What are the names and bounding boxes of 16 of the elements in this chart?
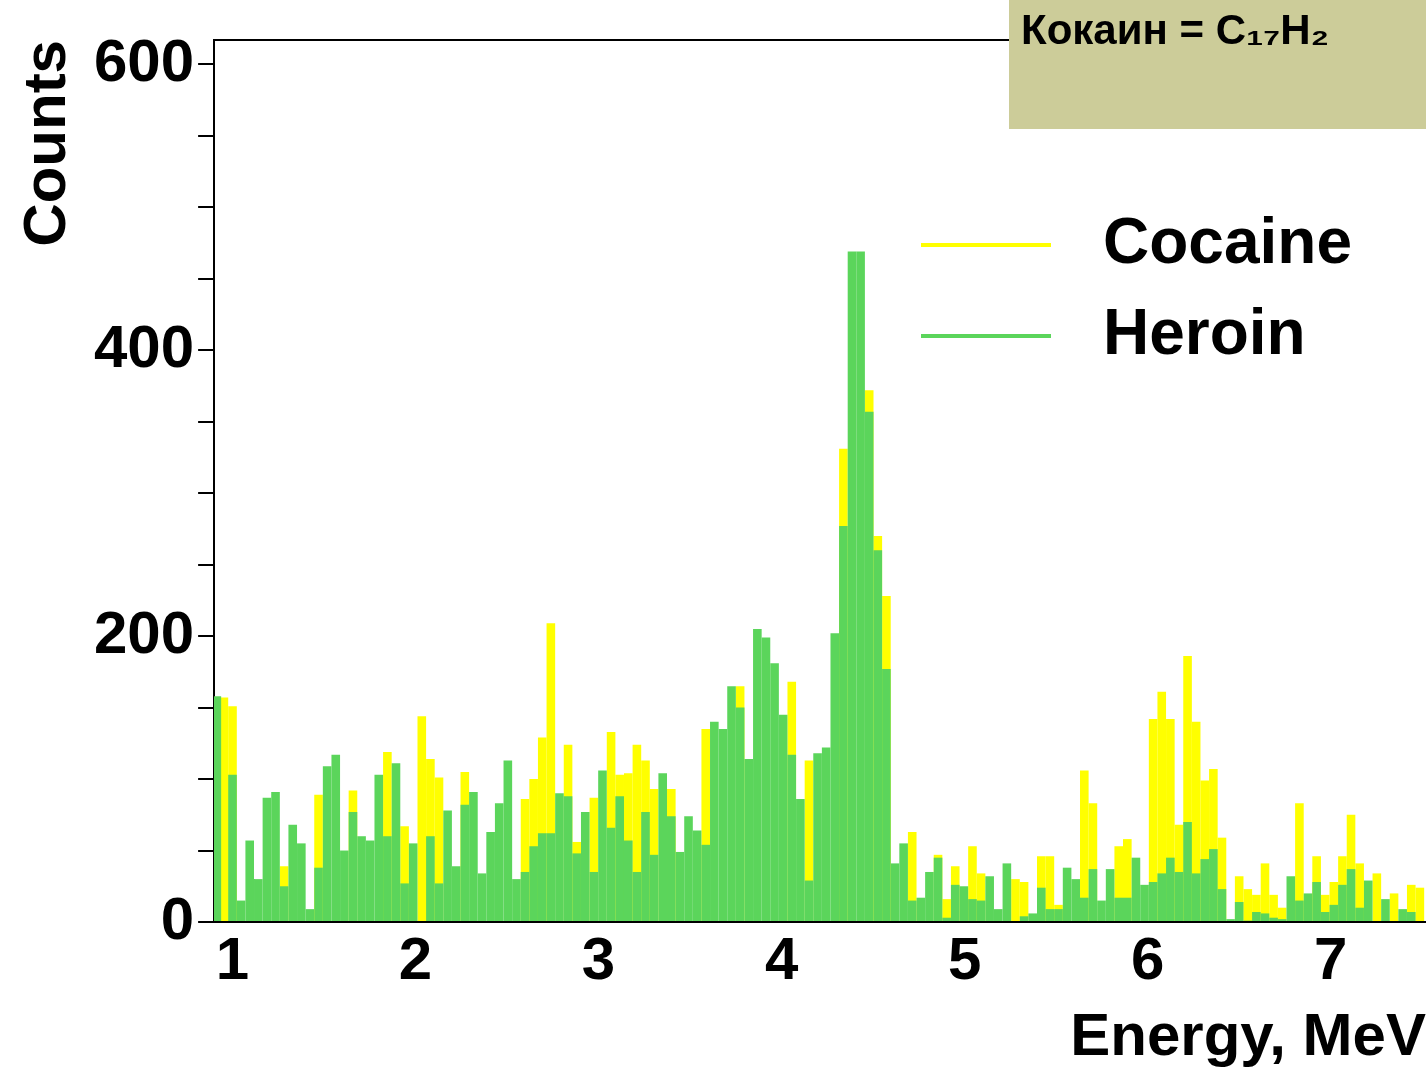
- y-tick-label: 400: [94, 312, 195, 380]
- y-tick-label: 0: [160, 884, 195, 952]
- y-tick-label: 600: [94, 26, 195, 94]
- y-tick-label: 200: [94, 598, 195, 666]
- x-tick-label: 6: [1131, 924, 1165, 992]
- x-tick-label: 3: [581, 924, 616, 992]
- x-tick-label: 7: [1314, 924, 1348, 992]
- x-axis-title: Energy, MeV: [1070, 1000, 1426, 1068]
- x-tick-label: 2: [398, 924, 433, 992]
- annotation: Кокаин = C₁₇H₂: [1021, 6, 1331, 54]
- x-tick-label: 5: [947, 924, 982, 992]
- x-tick-label: 1: [215, 924, 250, 992]
- y-axis-title: Counts: [10, 40, 78, 247]
- legend-label: Heroin: [1103, 295, 1306, 368]
- x-tick-label: 4: [764, 924, 799, 992]
- legend-label: Cocaine: [1103, 204, 1352, 277]
